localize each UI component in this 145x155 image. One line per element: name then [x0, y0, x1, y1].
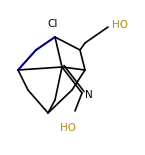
Text: N: N — [85, 90, 93, 100]
Text: Cl: Cl — [48, 19, 58, 29]
Text: HO: HO — [112, 20, 128, 30]
Text: HO: HO — [60, 123, 76, 133]
